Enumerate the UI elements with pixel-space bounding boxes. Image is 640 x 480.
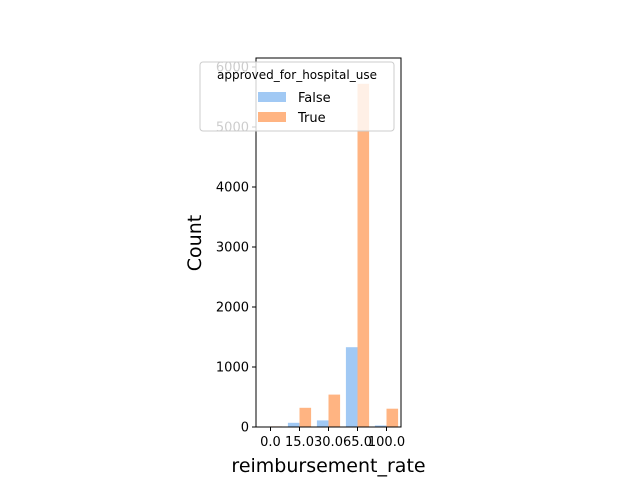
x-tick-label: 65.0 (343, 435, 372, 450)
legend-label-true: True (297, 111, 326, 126)
legend-swatch-false (258, 92, 286, 102)
bar-true-4 (386, 408, 399, 427)
y-tick-label: 4000 (216, 181, 249, 196)
y-tick-label: 1000 (216, 361, 249, 376)
bar-true-2 (328, 394, 341, 427)
bar-false-3 (345, 347, 358, 427)
bars-group (258, 83, 399, 428)
bar-false-2 (316, 420, 329, 427)
y-axis-label: Count (184, 215, 206, 271)
y-tick-label: 2000 (216, 301, 249, 316)
x-tick-label: 30.0 (314, 435, 343, 450)
legend-swatch-true (258, 112, 286, 122)
legend: approved_for_hospital_use False True (199, 61, 395, 132)
legend-box (199, 61, 395, 132)
x-tick-label: 100.0 (368, 435, 405, 450)
y-tick-label: 3000 (216, 241, 249, 256)
bar-true-1 (299, 407, 312, 427)
x-axis-label: reimbursement_rate (231, 455, 425, 477)
bar-true-3 (357, 83, 370, 428)
legend-label-false: False (298, 91, 331, 106)
plot-frame (255, 57, 402, 428)
x-tick-label: 15.0 (285, 435, 314, 450)
x-tick-label: 0.0 (260, 435, 281, 450)
bar-false-1 (287, 422, 300, 427)
legend-title: approved_for_hospital_use (217, 68, 377, 82)
y-tick-label: 0 (241, 421, 249, 436)
bar-false-4 (374, 425, 387, 427)
